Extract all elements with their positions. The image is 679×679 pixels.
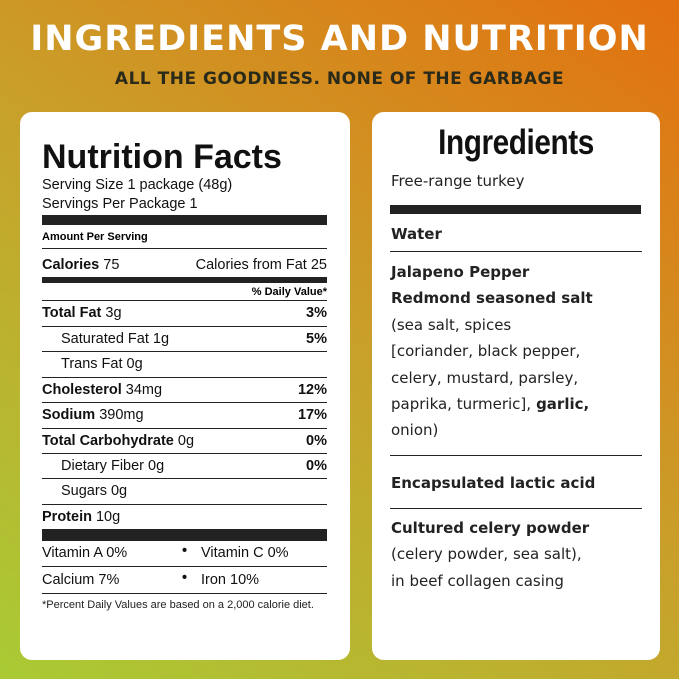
rule [42, 529, 327, 541]
value: 1 package (48g) [127, 177, 233, 193]
label: Saturated Fat [61, 331, 149, 347]
ingredient-text: Cultured celery powder [391, 519, 590, 537]
rule [42, 504, 327, 505]
rule [390, 251, 642, 252]
daily-value: 12% [297, 382, 327, 398]
vitamin: Iron 10% [201, 572, 260, 588]
nutrient: Trans Fat 0g [61, 357, 143, 372]
ingredient-text: (celery powder, sea salt), [391, 545, 582, 564]
daily-value: 0% [306, 458, 327, 474]
title: INGREDIENTS AND NUTRITION [30, 19, 649, 59]
ingredient-text: paprika, turmeric], [391, 395, 532, 413]
label: Total Fat [42, 305, 102, 321]
amount: 0g [177, 433, 195, 449]
label: Serving Size [42, 177, 124, 193]
ingredient-text: Jalapeno Pepper [391, 263, 530, 281]
amount: 34mg [125, 382, 163, 398]
rule [42, 351, 327, 352]
value: 75 [103, 257, 120, 273]
rule [42, 428, 327, 429]
nutrient: Cholesterol 34mg [42, 383, 162, 398]
label: Sugars [61, 483, 107, 499]
calories: Calories 75 [42, 258, 119, 273]
nutrient: Total Fat 3g [42, 306, 122, 321]
ingredient-text: Encapsulated lactic acid [391, 474, 596, 492]
value: 25 [310, 257, 327, 273]
nutrient: Total Carbohydrate 0g [42, 434, 194, 449]
label: Calories [42, 257, 100, 273]
daily-value: 3% [306, 305, 327, 321]
label: Calories from Fat [195, 257, 307, 273]
ingredients-title: Ingredients [438, 123, 594, 162]
amount: 390mg [99, 407, 144, 423]
serving-size: Serving Size 1 package (48g) [42, 178, 232, 193]
daily-value: 0% [306, 433, 327, 449]
amount: 3g [105, 305, 122, 321]
vitamin: Vitamin A 0% [42, 545, 128, 561]
nutrient: Saturated Fat 1g [61, 332, 169, 347]
amount: 1g [152, 331, 170, 347]
ingredient-text: in beef collagen casing [391, 571, 564, 590]
nutrient: Sodium 390mg [42, 408, 144, 423]
ingredient-text: [coriander, black pepper, [391, 342, 581, 361]
nutrient: Protein 10g [42, 510, 120, 525]
label: Trans Fat [61, 356, 123, 372]
ingredient-text: Free-range turkey [391, 172, 525, 190]
amount: 0g [110, 483, 128, 499]
label: Servings Per Package [42, 196, 186, 212]
rule [42, 377, 327, 378]
ingredient-text: celery, mustard, parsley, [391, 368, 579, 387]
rule [42, 593, 327, 594]
label: Total Carbohydrate [42, 433, 174, 449]
ingredient-text: Water [391, 225, 442, 243]
label: Sodium [42, 407, 96, 423]
rule [42, 326, 327, 327]
daily-value: 5% [306, 331, 327, 347]
ingredient-text: garlic, [536, 395, 590, 413]
servings: Servings Per Package 1 [42, 197, 198, 212]
rule [42, 478, 327, 479]
bullet: • [182, 570, 188, 586]
rule [42, 277, 327, 283]
amount: 10g [95, 509, 121, 525]
footnote: *Percent Daily Values are based on a 2,0… [42, 599, 314, 611]
label: Protein [42, 509, 92, 525]
daily-value-header: % Daily Value* [251, 286, 327, 298]
amount: 0g [126, 356, 143, 372]
nutrient: Dietary Fiber 0g [61, 459, 164, 474]
rule [42, 402, 327, 403]
vitamin: Vitamin C 0% [201, 545, 289, 561]
rule [390, 205, 641, 214]
rule [42, 215, 327, 225]
amount-per-serving: Amount Per Serving [42, 231, 148, 243]
rule [42, 453, 327, 454]
daily-value: 17% [297, 407, 327, 423]
value: 1 [189, 196, 198, 212]
nutrient: Sugars 0g [61, 484, 127, 499]
vitamin: Calcium 7% [42, 572, 120, 588]
ingredient-text: (sea salt, spices [391, 315, 512, 334]
label: Dietary Fiber [61, 458, 144, 474]
rule [42, 300, 327, 301]
calories-fat: Calories from Fat 25 [196, 258, 327, 273]
rule [42, 248, 327, 249]
bullet: • [182, 543, 188, 559]
rule [42, 566, 327, 567]
ingredients-card [372, 112, 660, 660]
rule [390, 508, 642, 509]
ingredient-text: onion) [391, 421, 439, 440]
amount: 0g [148, 458, 165, 474]
label: Cholesterol [42, 382, 122, 398]
rule [390, 455, 642, 456]
ingredient-text: Redmond seasoned salt [391, 289, 593, 308]
nutrition-card [20, 112, 350, 660]
nutrition-title: Nutrition Facts [42, 138, 282, 176]
subtitle: ALL THE GOODNESS. NONE OF THE GARBAGE [114, 69, 565, 89]
